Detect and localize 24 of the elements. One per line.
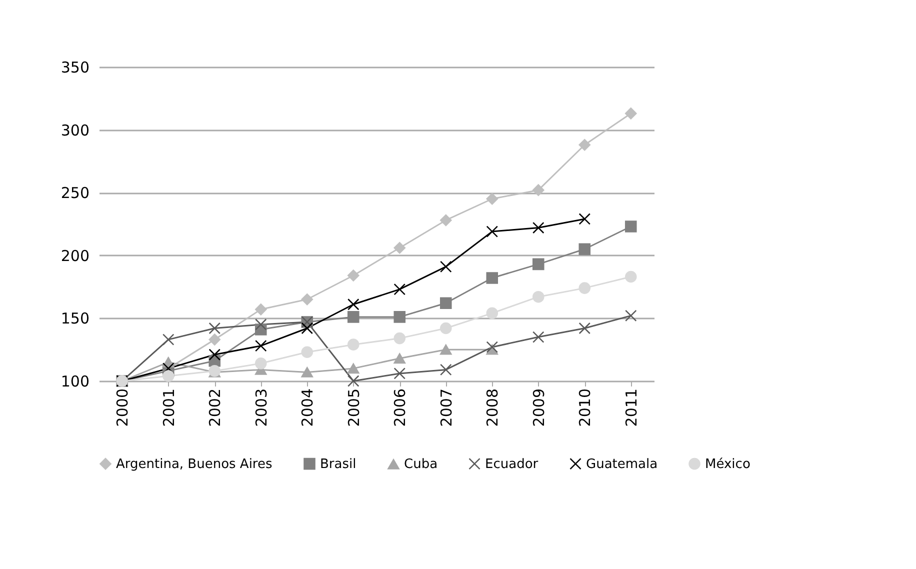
legend-label: Cuba <box>404 457 438 472</box>
legend-label: México <box>705 456 750 472</box>
x-tick-label: 2002 <box>206 388 224 427</box>
x-tick-label: 2007 <box>437 388 456 427</box>
x-tick-label: 2008 <box>484 388 502 427</box>
y-tick-label: 150 <box>60 310 90 328</box>
x-tick-label: 2005 <box>344 388 363 427</box>
x-tick-label: 2009 <box>530 388 548 427</box>
y-tick-label: 200 <box>60 246 90 265</box>
x-tick-label: 2006 <box>391 388 410 427</box>
y-tick-label: 250 <box>60 184 90 202</box>
x-tick-label: 2001 <box>160 388 178 427</box>
y-tick-label: 350 <box>60 58 90 76</box>
x-tick-label: 2000 <box>114 388 132 427</box>
legend-label: Guatemala <box>586 456 658 472</box>
x-tick-label: 2011 <box>622 388 640 427</box>
legend-label: Ecuador <box>485 456 539 472</box>
x-tick-label: 2010 <box>576 388 594 427</box>
y-tick-label: 300 <box>60 121 90 140</box>
legend-label: Brasil <box>320 456 356 472</box>
y-tick-label: 100 <box>60 372 90 390</box>
legend-label: Argentina, Buenos Aires <box>116 456 272 472</box>
x-tick-label: 2004 <box>298 388 317 427</box>
x-tick-label: 2003 <box>252 388 270 427</box>
